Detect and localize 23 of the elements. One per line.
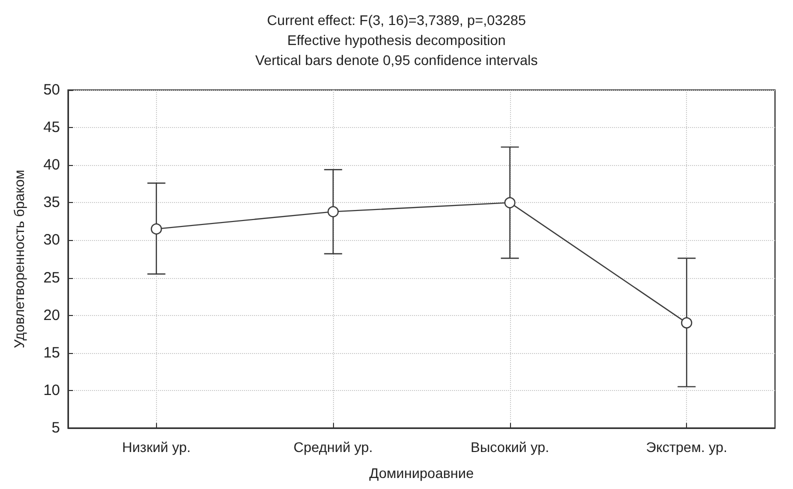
y-tick-label: 40 bbox=[43, 156, 60, 174]
y-tick-label: 50 bbox=[43, 82, 60, 98]
x-axis-title: Доминироавние bbox=[369, 465, 474, 481]
point bbox=[504, 197, 516, 208]
x-tick-label: Экстрем. ур. bbox=[646, 439, 728, 455]
x-tick-label: Средний ур. bbox=[293, 439, 373, 455]
point bbox=[150, 223, 162, 235]
y-axis-title: Удовлетворенность браком bbox=[11, 170, 27, 348]
point bbox=[681, 317, 692, 328]
y-tick-label: 45 bbox=[43, 119, 60, 136]
x-tick-label: Низкий ур. bbox=[122, 439, 191, 455]
y-tick-label: 35 bbox=[43, 194, 60, 212]
x-tick-label: Высокий ур. bbox=[470, 439, 550, 455]
y-tick-label: 10 bbox=[43, 382, 60, 399]
chart-subtitle: Effective hypothesis decomposition bbox=[287, 32, 506, 48]
y-tick-label: 15 bbox=[43, 344, 60, 362]
y-tick-label: 5 bbox=[52, 420, 60, 436]
point bbox=[328, 206, 339, 218]
y-tick-label: 20 bbox=[43, 306, 60, 324]
y-tick-label: 30 bbox=[43, 232, 60, 249]
text: Vertical bars denote 0,95 confidence intervals bbox=[255, 52, 538, 68]
chart-title: Current effect: F(3, 16)=3,7389, p=,03285 bbox=[267, 12, 526, 28]
y-tick-label: 25 bbox=[43, 269, 60, 286]
